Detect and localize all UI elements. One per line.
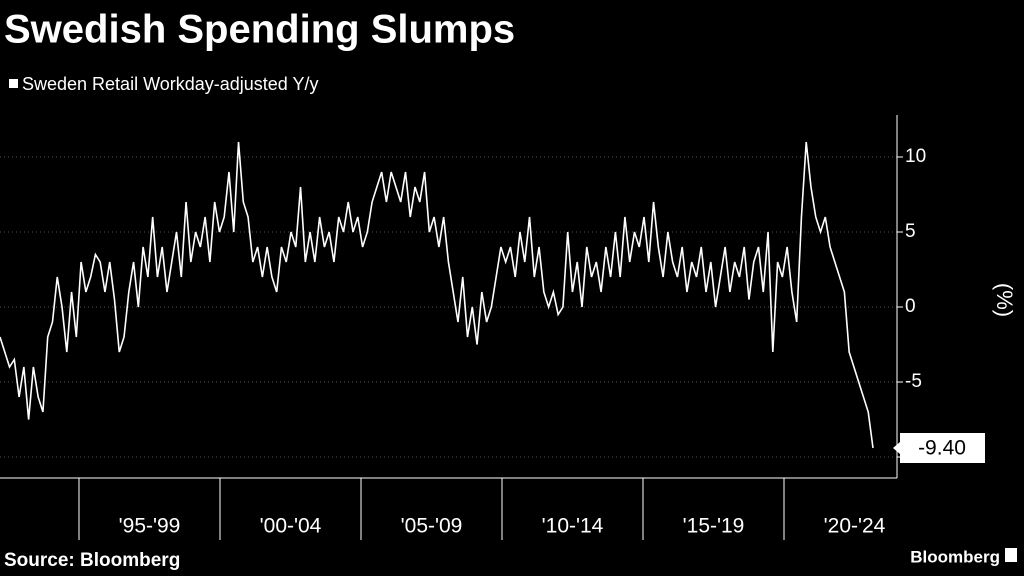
x-tick-label: '00-'04 [260,515,322,538]
x-tick-label: '15-'19 [683,515,745,538]
line-series [0,141,874,449]
legend-swatch [9,79,18,88]
x-tick-label: '10-'14 [542,515,604,538]
source: Source: Bloomberg [4,550,180,571]
y-tick-label: -5 [905,371,922,392]
chart-title: Swedish Spending Slumps [4,8,515,52]
x-tick-label: '95-'99 [119,515,181,538]
legend-label: Sweden Retail Workday-adjusted Y/y [22,74,319,94]
x-tick-label: '05-'09 [401,515,463,538]
y-tick-label: 5 [905,221,916,242]
y-tick-label: 0 [905,296,916,317]
brand: Bloomberg [910,547,1000,566]
x-tick-label: '20-'24 [824,515,886,538]
value-label: -9.40 [918,437,966,460]
value-label-box [893,433,985,463]
y-axis-label: (%) [992,283,1017,317]
y-tick-label: 10 [905,146,926,167]
brand-icon [1005,548,1017,562]
